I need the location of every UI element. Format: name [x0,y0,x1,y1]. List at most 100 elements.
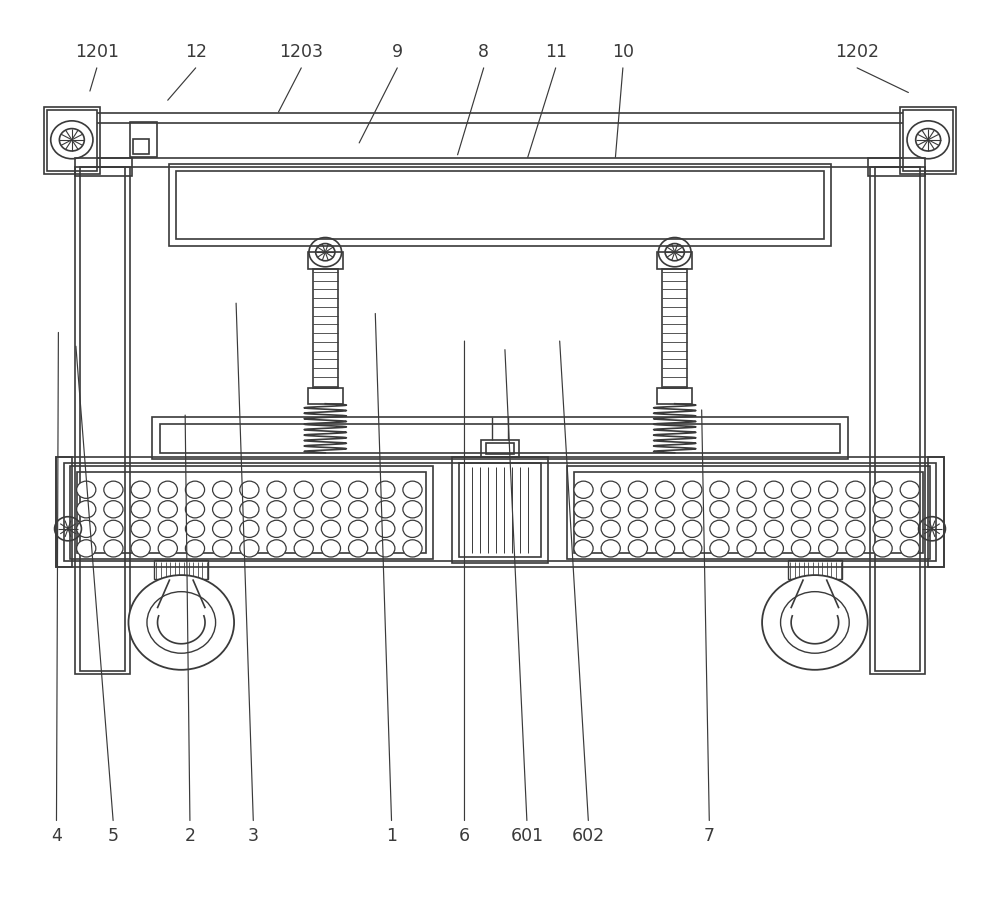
Circle shape [294,501,313,518]
Bar [481,440,519,457]
Circle shape [185,481,205,499]
Circle shape [764,501,783,518]
Circle shape [900,501,919,518]
Circle shape [710,501,729,518]
Circle shape [846,520,865,537]
Circle shape [791,501,811,518]
Bar [70,466,433,559]
Bar [567,466,930,559]
Circle shape [601,540,620,557]
Circle shape [764,481,783,499]
Circle shape [349,481,368,499]
Bar [308,252,343,269]
Circle shape [267,520,286,537]
Circle shape [349,540,368,557]
Circle shape [683,501,702,518]
Bar [80,167,125,671]
Circle shape [574,520,593,537]
Bar [657,388,692,404]
Circle shape [240,520,259,537]
Circle shape [376,501,395,518]
Circle shape [873,520,892,537]
Circle shape [601,481,620,499]
Circle shape [764,540,783,557]
Bar [928,457,944,567]
Bar [160,423,840,453]
Circle shape [791,520,811,537]
Text: 11: 11 [545,43,567,61]
Bar [75,158,132,176]
Circle shape [131,501,150,518]
Circle shape [683,481,702,499]
Bar [47,110,97,171]
Text: 1202: 1202 [835,43,879,61]
Bar [56,457,944,567]
Bar [903,110,953,171]
Bar [574,472,923,553]
Bar [82,123,918,158]
Circle shape [376,520,395,537]
Text: 8: 8 [478,43,489,61]
Circle shape [349,501,368,518]
Circle shape [791,540,811,557]
Bar [77,472,426,553]
Text: 2: 2 [184,827,195,845]
Bar [152,417,848,459]
Circle shape [900,540,919,557]
Text: 4: 4 [51,827,62,845]
Circle shape [158,481,177,499]
Circle shape [349,520,368,537]
Bar [657,252,692,269]
Circle shape [819,501,838,518]
Circle shape [267,501,286,518]
Circle shape [104,501,123,518]
Circle shape [873,501,892,518]
Circle shape [185,540,205,557]
Circle shape [900,520,919,537]
Circle shape [762,575,868,670]
Circle shape [601,520,620,537]
Circle shape [710,540,729,557]
Circle shape [403,481,422,499]
Circle shape [737,540,756,557]
Circle shape [185,501,205,518]
Circle shape [683,540,702,557]
Text: 10: 10 [612,43,634,61]
Text: 1203: 1203 [279,43,323,61]
Circle shape [104,481,123,499]
Circle shape [403,501,422,518]
Circle shape [628,540,647,557]
Circle shape [819,481,838,499]
Circle shape [213,540,232,557]
Bar [176,171,824,239]
Circle shape [900,481,919,499]
Circle shape [131,520,150,537]
Circle shape [376,481,395,499]
Circle shape [240,481,259,499]
Circle shape [601,501,620,518]
Text: 3: 3 [248,827,259,845]
Circle shape [628,520,647,537]
Circle shape [737,501,756,518]
Bar [133,139,149,154]
Text: 6: 6 [459,827,470,845]
Bar [870,167,925,675]
Circle shape [185,520,205,537]
Circle shape [403,520,422,537]
Circle shape [683,520,702,537]
Circle shape [213,501,232,518]
Bar [486,443,514,454]
Circle shape [158,540,177,557]
Bar [130,122,157,157]
Text: 1201: 1201 [75,43,119,61]
Circle shape [737,481,756,499]
Text: 1: 1 [386,827,397,845]
Bar [313,269,338,388]
Circle shape [294,481,313,499]
Circle shape [873,481,892,499]
Bar [875,167,920,671]
Bar [56,457,72,567]
Circle shape [321,501,341,518]
Circle shape [77,481,96,499]
Circle shape [77,520,96,537]
